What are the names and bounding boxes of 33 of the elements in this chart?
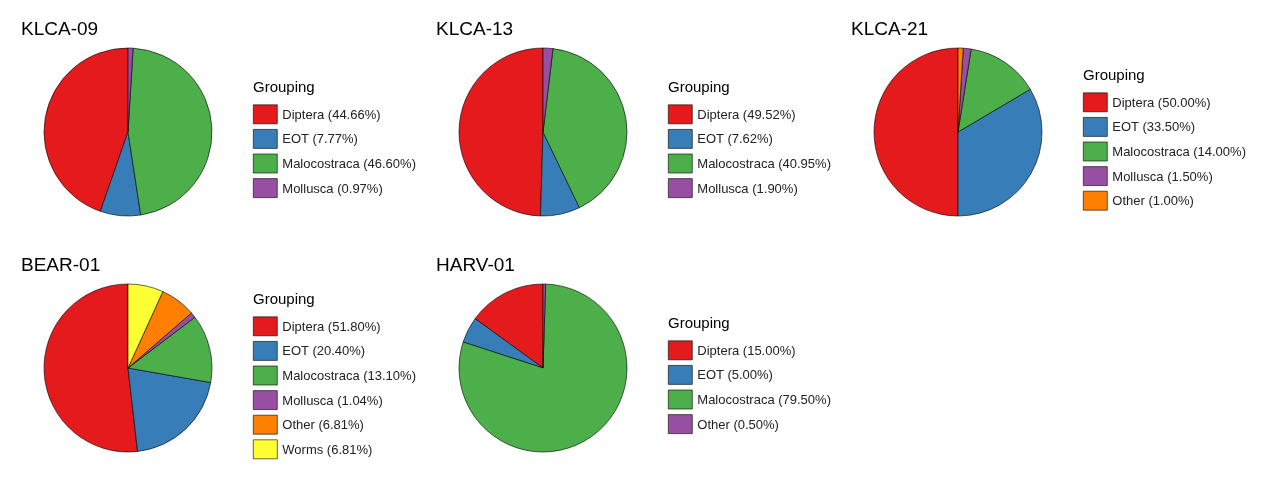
legend-title: Grouping: [668, 313, 730, 331]
legend-label: EOT (33.50%): [1112, 119, 1196, 135]
legend-label: Other (0.50%): [697, 416, 779, 432]
legend-label: Mollusca (1.04%): [282, 392, 383, 408]
chart-title: KLCA-13: [436, 18, 514, 39]
legend-label: EOT (7.77%): [282, 131, 358, 147]
legend-label: Malocostraca (14.00%): [1112, 144, 1246, 159]
legend-label: Mollusca (1.50%): [1112, 168, 1213, 184]
legend-label: EOT (5.00%): [697, 367, 773, 383]
legend-title: Grouping: [1083, 65, 1145, 83]
legend-title: Grouping: [253, 289, 315, 307]
legend-label: Diptera (51.80%): [282, 318, 381, 334]
legend-label: Malocostraca (40.95%): [697, 156, 831, 171]
legend-label: Worms (6.81%): [282, 441, 373, 457]
legend-label: Mollusca (0.97%): [282, 180, 383, 196]
chart-title: KLCA-21: [851, 18, 929, 39]
legend-label: Other (6.81%): [282, 417, 364, 433]
legend-label: Diptera (50.00%): [1112, 94, 1211, 110]
legend-label: Diptera (44.66%): [282, 106, 381, 122]
legend-label: Malocostraca (13.10%): [282, 368, 416, 383]
legend-title: Grouping: [253, 77, 315, 95]
legend-label: Mollusca (1.90%): [697, 180, 798, 196]
legend-label: Other (1.00%): [1112, 193, 1194, 209]
legend-label: Diptera (49.52%): [697, 106, 796, 122]
chart-title: KLCA-09: [21, 18, 99, 39]
chart-title: HARV-01: [436, 254, 515, 275]
legend-label: Malocostraca (79.50%): [697, 392, 831, 407]
legend-title: Grouping: [668, 77, 730, 95]
chart-title: BEAR-01: [21, 254, 101, 275]
legend-label: Malocostraca (46.60%): [282, 156, 416, 171]
legend-label: EOT (7.62%): [697, 131, 773, 147]
legend-label: EOT (20.40%): [282, 343, 366, 359]
legend-label: Diptera (15.00%): [697, 342, 796, 358]
